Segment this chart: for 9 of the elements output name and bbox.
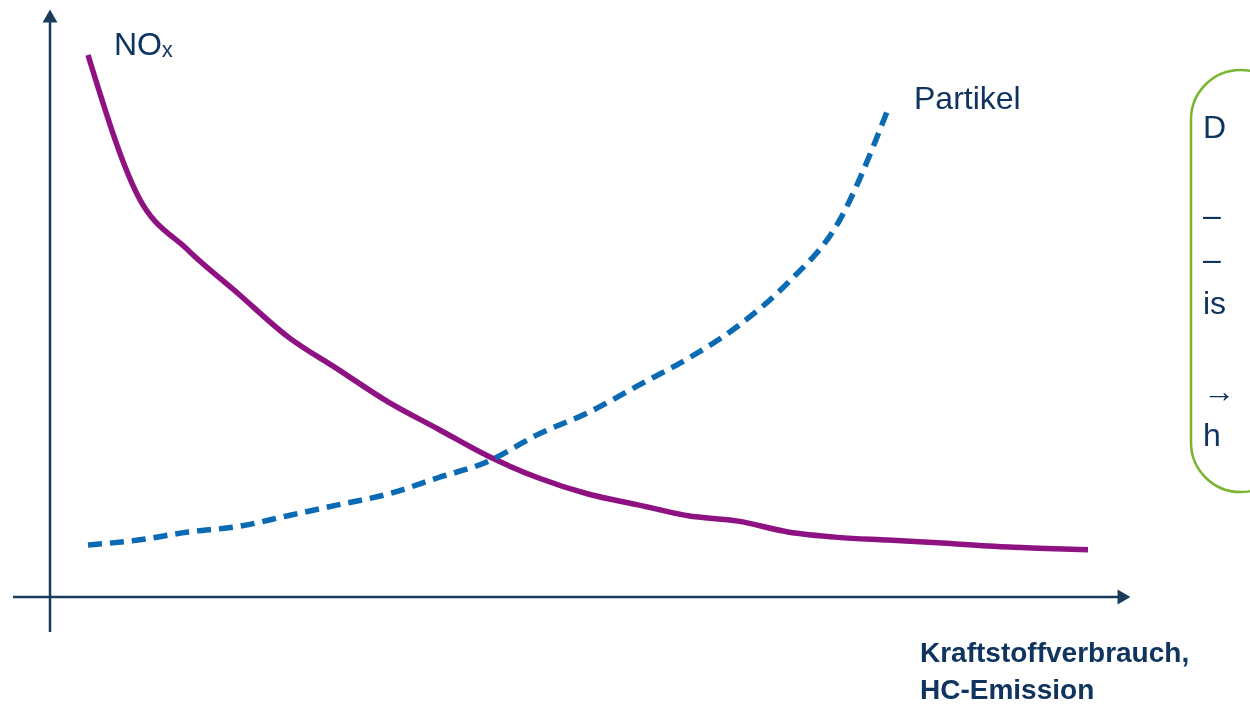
text: is xyxy=(1203,285,1227,321)
text: → xyxy=(1203,373,1235,409)
text: h xyxy=(1203,417,1221,453)
text: – xyxy=(1203,197,1221,233)
x-axis-title: Kraftstoffverbrauch, HC-Emission xyxy=(920,637,1190,705)
text: – xyxy=(1203,241,1221,277)
text: D xyxy=(1203,109,1227,145)
series-label: NOₓ xyxy=(114,26,173,62)
series-label: Partikel xyxy=(914,80,1021,117)
